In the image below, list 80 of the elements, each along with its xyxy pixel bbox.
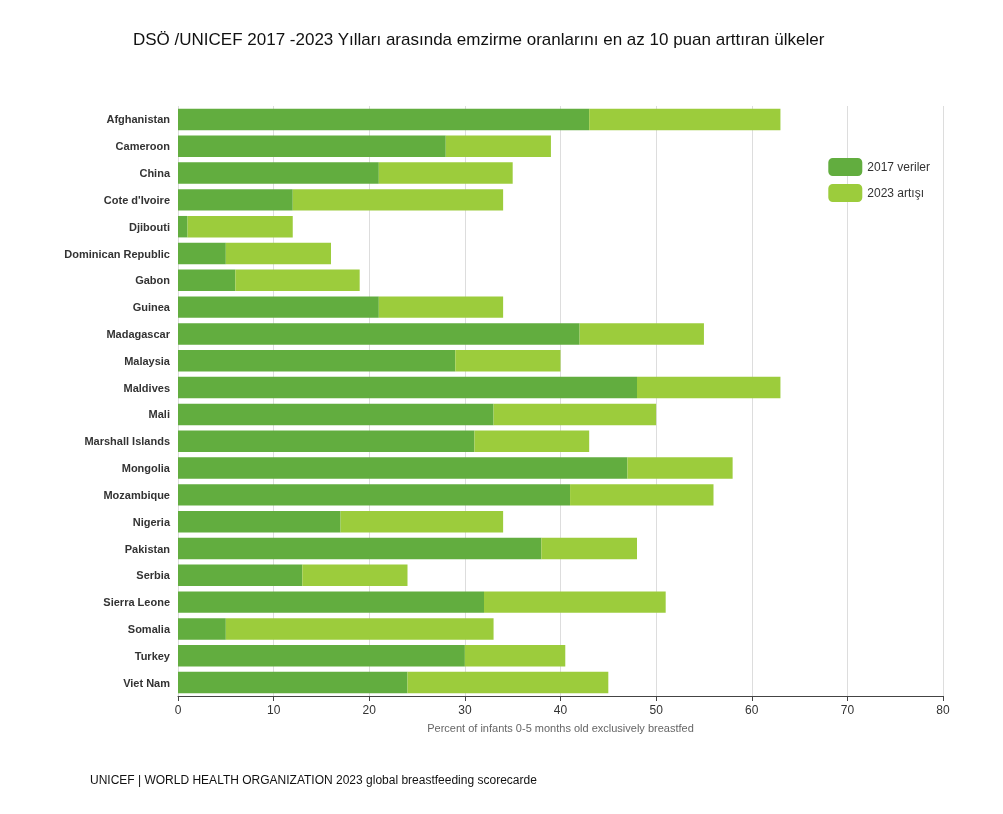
bar bbox=[445, 135, 551, 157]
y-tick-label: Cote d'Ivoire bbox=[103, 193, 170, 206]
bar bbox=[627, 457, 733, 479]
legend-label: 2017 veriler bbox=[867, 160, 930, 174]
y-tick-label: Cameroon bbox=[115, 140, 171, 153]
bar bbox=[178, 510, 341, 533]
bar bbox=[178, 484, 571, 506]
bar bbox=[378, 162, 513, 184]
y-tick-label: Sierra Leone bbox=[103, 596, 170, 609]
x-tick-label: 20 bbox=[362, 703, 377, 717]
y-tick-label: Somalia bbox=[127, 622, 171, 635]
bar bbox=[178, 403, 494, 426]
y-tick-label: China bbox=[139, 167, 171, 180]
bar bbox=[178, 430, 475, 452]
bar bbox=[178, 350, 456, 372]
bar bbox=[302, 564, 408, 587]
bar bbox=[178, 537, 542, 560]
bar bbox=[178, 645, 465, 667]
bar bbox=[178, 457, 628, 479]
bar bbox=[178, 215, 188, 238]
bar bbox=[637, 376, 781, 399]
y-tick-label: Pakistan bbox=[124, 542, 171, 555]
bar bbox=[235, 269, 360, 292]
bar bbox=[493, 403, 657, 426]
bar bbox=[178, 296, 379, 318]
y-tick-label: Afghanistan bbox=[106, 113, 171, 126]
y-tick-label: Djibouti bbox=[129, 220, 170, 233]
y-tick-label: Mongolia bbox=[121, 462, 171, 475]
bar bbox=[579, 323, 704, 345]
y-tick-label: Mozambique bbox=[103, 488, 170, 501]
x-tick-label: 10 bbox=[266, 703, 281, 717]
y-tick-label: Serbia bbox=[136, 569, 171, 582]
x-tick-label: 0 bbox=[174, 703, 182, 717]
bar bbox=[570, 484, 714, 506]
bar bbox=[178, 591, 484, 613]
bar bbox=[474, 430, 590, 452]
y-tick-label: Viet Nam bbox=[123, 676, 171, 689]
bar bbox=[178, 564, 303, 587]
bar bbox=[292, 189, 504, 211]
bar bbox=[484, 591, 666, 613]
bar bbox=[178, 376, 637, 399]
bar bbox=[541, 537, 637, 560]
y-tick-label: Turkey bbox=[134, 649, 171, 662]
x-tick-label: 30 bbox=[458, 703, 472, 717]
bar bbox=[464, 645, 566, 667]
bar bbox=[225, 242, 331, 265]
x-tick-label: 50 bbox=[649, 703, 664, 717]
bar bbox=[225, 618, 494, 640]
y-tick-label: Dominican Republic bbox=[64, 247, 170, 260]
y-tick-label: Marshall Islands bbox=[84, 435, 170, 448]
x-tick-label: 60 bbox=[745, 703, 759, 717]
bar bbox=[178, 189, 293, 211]
bar bbox=[187, 215, 293, 238]
y-tick-label: Mali bbox=[148, 408, 170, 421]
bar bbox=[378, 296, 504, 318]
bar bbox=[178, 162, 379, 184]
y-tick-label: Nigeria bbox=[132, 515, 171, 528]
bar bbox=[178, 618, 226, 640]
y-tick-label: Guinea bbox=[132, 301, 171, 314]
bar bbox=[178, 242, 226, 265]
bar bbox=[178, 135, 446, 157]
bar bbox=[178, 323, 580, 345]
y-tick-label: Malaysia bbox=[124, 354, 171, 367]
y-tick-label: Gabon bbox=[135, 274, 171, 287]
bar bbox=[178, 269, 236, 292]
bar bbox=[178, 671, 408, 694]
bar bbox=[178, 108, 590, 131]
x-tick-label: 80 bbox=[936, 703, 950, 717]
bar bbox=[589, 108, 781, 131]
bar bbox=[455, 350, 561, 372]
y-tick-label: Maldives bbox=[123, 381, 170, 394]
x-tick-label: 40 bbox=[553, 703, 568, 717]
bar bbox=[407, 671, 609, 694]
text: UNICEF | WORLD HEALTH ORGANIZATION 2023 global breastfeeding scorecarde bbox=[90, 773, 538, 787]
x-axis-title: Percent of infants 0-5 months old exclusively breastfed bbox=[427, 721, 694, 734]
legend-label: 2023 artışı bbox=[867, 186, 924, 200]
bar bbox=[340, 510, 504, 533]
chart-title: DSÖ /UNICEF 2017 -2023 Yılları arasında emzirme oranlarını en az 10 puan arttıran ülkeler bbox=[133, 30, 825, 49]
x-tick-label: 70 bbox=[840, 703, 855, 717]
y-tick-label: Madagascar bbox=[106, 327, 171, 340]
